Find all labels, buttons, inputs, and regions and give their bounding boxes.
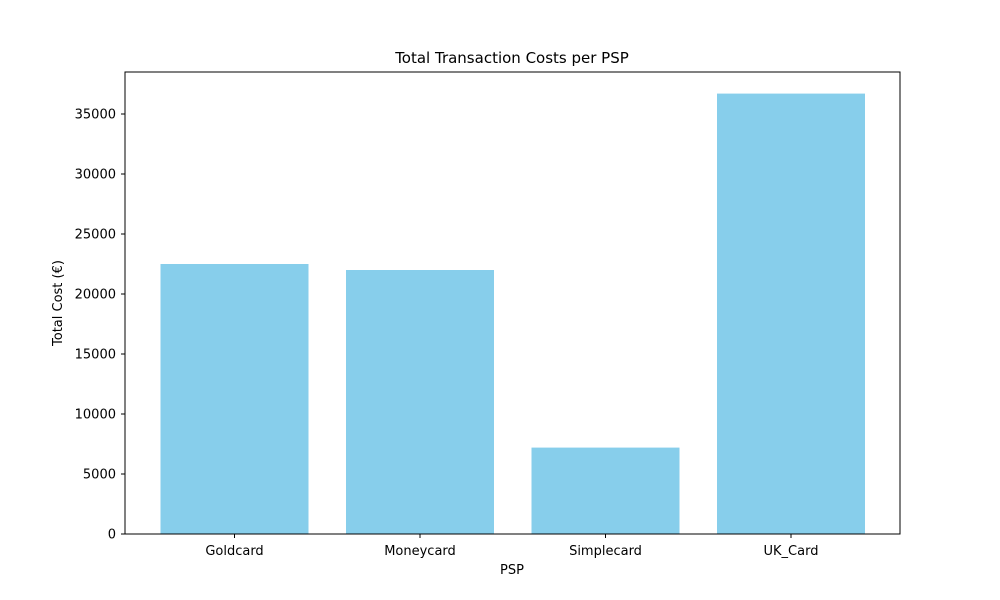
- y-tick-label: 5000: [83, 468, 116, 483]
- bars-group: [160, 93, 865, 534]
- y-tick-label: 20000: [75, 288, 116, 303]
- y-axis-label: Total Cost (€): [51, 260, 66, 347]
- x-tick-label: Simplecard: [569, 544, 642, 559]
- bar-goldcard: [160, 264, 309, 534]
- y-tick-label: 10000: [75, 408, 116, 423]
- x-axis-ticks: Goldcard Moneycard Simplecard UK_Card: [205, 534, 818, 559]
- y-axis-ticks: 0 5000 10000 15000 20000 25000 30000 35000: [75, 108, 125, 543]
- x-axis-label: PSP: [500, 563, 524, 578]
- y-tick-label: 25000: [75, 228, 116, 243]
- bar-uk-card: [717, 93, 865, 534]
- y-tick-label: 30000: [75, 168, 116, 183]
- bar-moneycard: [346, 270, 494, 534]
- bar-simplecard: [531, 447, 680, 534]
- x-tick-label: Moneycard: [384, 544, 456, 559]
- plot-frame: [124, 71, 901, 535]
- x-tick-label: UK_Card: [764, 544, 819, 559]
- y-tick-label: 15000: [75, 348, 116, 363]
- y-tick-label: 0: [108, 528, 116, 543]
- y-tick-label: 35000: [75, 108, 116, 123]
- chart-title: Total Transaction Costs per PSP: [394, 49, 629, 67]
- x-tick-label: Goldcard: [205, 544, 263, 559]
